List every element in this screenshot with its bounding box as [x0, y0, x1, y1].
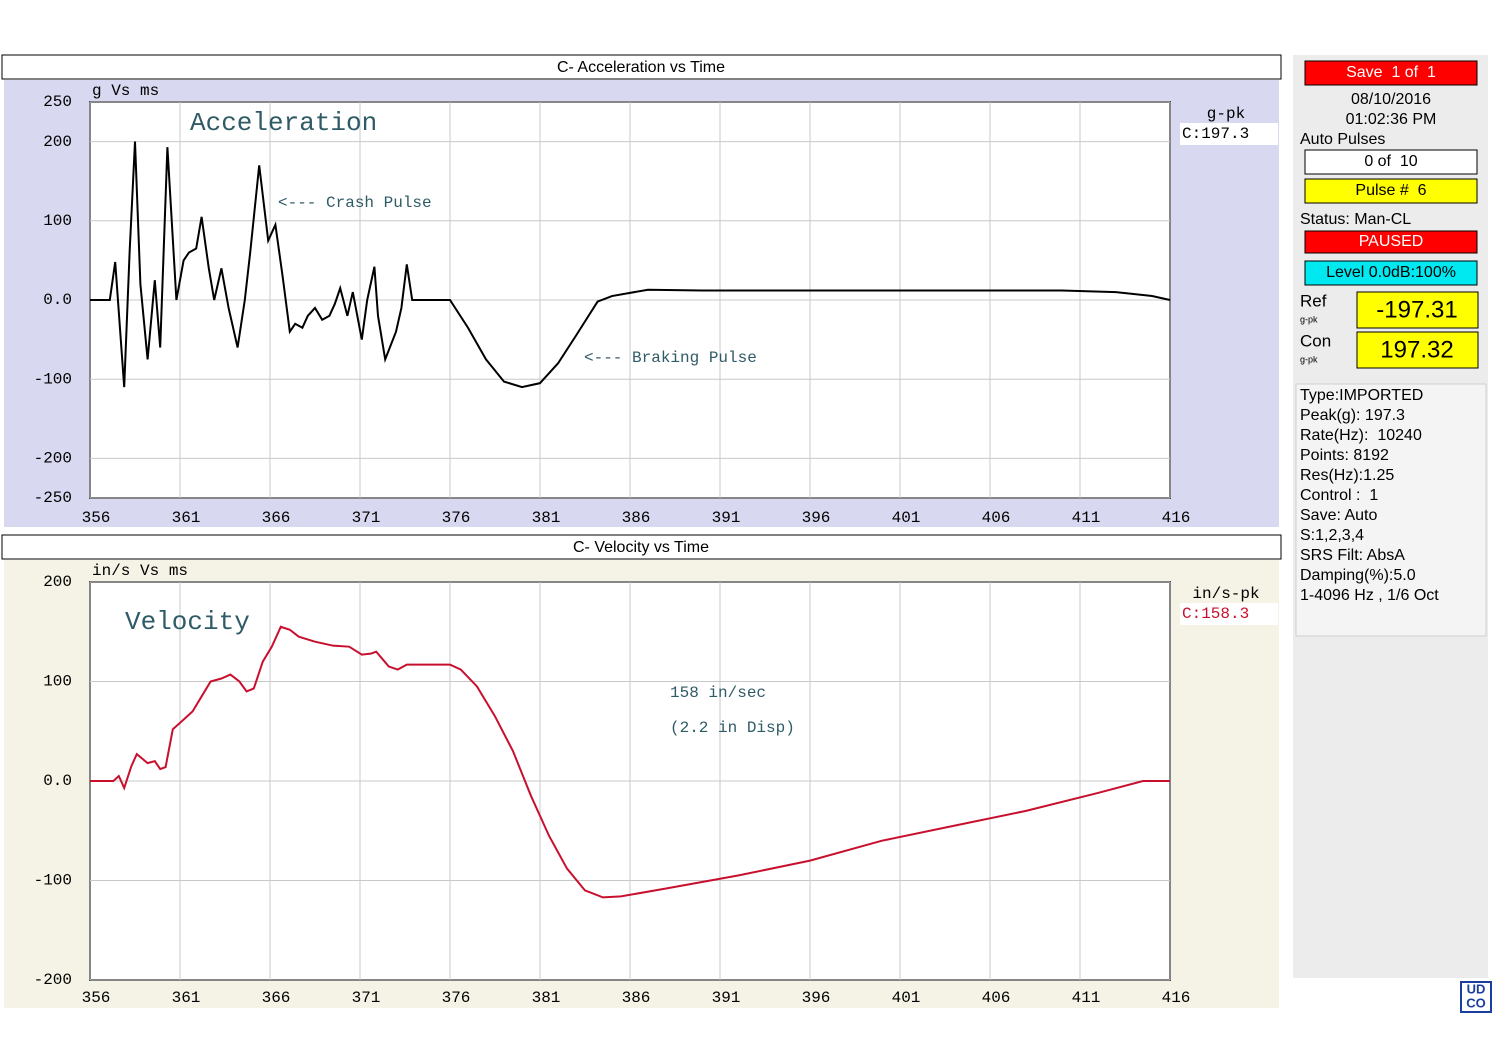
info-line: 1-4096 Hz , 1/6 Oct [1300, 587, 1439, 604]
save-text: Save 1 of 1 [1346, 64, 1436, 81]
con-value: 197.32 [1380, 336, 1453, 363]
x-tick-label: 361 [172, 509, 201, 527]
x-tick-label: 391 [712, 509, 741, 527]
readout-box [1180, 123, 1278, 145]
status: Status: Man-CL [1300, 211, 1411, 228]
x-tick-label: 376 [442, 989, 471, 1007]
y-tick-label: 250 [43, 93, 72, 111]
x-tick-label: 366 [262, 509, 291, 527]
ref-value: -197.31 [1376, 296, 1457, 323]
annotation: <--- Braking Pulse [584, 349, 757, 367]
info-line: Type:IMPORTED [1300, 387, 1423, 404]
y-tick-label: 0.0 [43, 772, 72, 790]
pulses-count: 0 of 10 [1364, 153, 1417, 170]
ref-unit: g-pk [1300, 314, 1318, 324]
chart-title: C- Acceleration vs Time [557, 59, 725, 76]
annotation: <--- Crash Pulse [278, 194, 432, 212]
ref-box [1356, 291, 1479, 329]
x-tick-label: 391 [712, 989, 741, 1007]
logo-top: UD [1467, 981, 1486, 996]
x-tick-label: 371 [352, 509, 381, 527]
auto-pulses: Auto Pulses [1300, 131, 1385, 148]
y-tick-label: -100 [34, 872, 72, 890]
data-line [90, 141, 1171, 389]
con-box [1356, 331, 1479, 369]
y-tick-label: 100 [43, 673, 72, 691]
x-tick-label: 416 [1162, 509, 1191, 527]
x-tick-label: 376 [442, 509, 471, 527]
readout-box [1180, 603, 1278, 625]
info-list: Type:IMPORTED Peak(g): 197.3 Rate(Hz): 102… [1300, 387, 1439, 604]
y-tick-label: 100 [43, 212, 72, 230]
info-line: Control : 1 [1300, 487, 1378, 504]
readout-value: C:197.3 [1182, 125, 1249, 143]
info-line: Points: 8192 [1300, 447, 1389, 464]
date: 08/10/2016 [1351, 91, 1431, 108]
readout-value: C:158.3 [1182, 605, 1249, 623]
x-tick-label: 356 [82, 509, 111, 527]
info-line: Save: Auto [1300, 507, 1377, 524]
y-tick-label: 200 [43, 573, 72, 591]
con-unit: g-pk [1300, 354, 1318, 364]
info-line: SRS Filt: AbsA [1300, 547, 1405, 564]
time: 01:02:36 PM [1346, 111, 1437, 128]
save-box[interactable] [1304, 60, 1478, 86]
info-line: S:1,2,3,4 [1300, 527, 1364, 544]
x-tick-label: 361 [172, 989, 201, 1007]
info-line: Damping(%):5.0 [1300, 567, 1416, 584]
annotation: 158 in/sec [670, 684, 766, 702]
x-tick-label: 381 [532, 509, 561, 527]
data-line [90, 625, 1170, 899]
level: Level 0.0dB:100% [1326, 264, 1456, 281]
x-tick-label: 371 [352, 989, 381, 1007]
x-tick-label: 386 [622, 509, 651, 527]
x-tick-label: 401 [892, 509, 921, 527]
pulses-box [1304, 149, 1478, 175]
x-tick-label: 366 [262, 989, 291, 1007]
annotation: Velocity [125, 607, 250, 637]
state: PAUSED [1359, 233, 1424, 250]
x-tick-label: 406 [982, 989, 1011, 1007]
level-box [1304, 260, 1478, 286]
x-tick-label: 401 [892, 989, 921, 1007]
y-tick-label: 200 [43, 133, 72, 151]
chart-title: C- Velocity vs Time [573, 539, 709, 556]
annotation: (2.2 in Disp) [670, 719, 795, 737]
unit-label: in/s Vs ms [92, 562, 188, 580]
pulse-number: Pulse # 6 [1355, 182, 1426, 199]
x-tick-label: 381 [532, 989, 561, 1007]
logo-bottom: CO [1466, 995, 1486, 1010]
x-tick-label: 396 [802, 989, 831, 1007]
con-label: Con [1300, 331, 1331, 350]
pulse-box [1304, 178, 1478, 204]
y-tick-label: -200 [34, 450, 72, 468]
info-box [1295, 383, 1487, 637]
annotation: Acceleration [190, 108, 377, 138]
x-tick-label: 411 [1072, 509, 1101, 527]
unit-label: g Vs ms [92, 82, 159, 100]
y-tick-label: -200 [34, 971, 72, 989]
info-line: Res(Hz):1.25 [1300, 467, 1394, 484]
state-box [1304, 230, 1478, 254]
x-tick-label: 416 [1162, 989, 1191, 1007]
x-tick-label: 411 [1072, 989, 1101, 1007]
info-line: Rate(Hz): 10240 [1300, 427, 1422, 444]
y-tick-label: 0.0 [43, 291, 72, 309]
info-line: Peak(g): 197.3 [1300, 407, 1405, 424]
ref-label: Ref [1300, 291, 1327, 310]
y-tick-label: -250 [34, 489, 72, 507]
x-tick-label: 396 [802, 509, 831, 527]
logo [1460, 981, 1492, 1013]
x-tick-label: 386 [622, 989, 651, 1007]
x-tick-label: 356 [82, 989, 111, 1007]
title-bar [1, 54, 1282, 80]
x-tick-label: 406 [982, 509, 1011, 527]
title-bar [1, 534, 1282, 560]
readout-label: g-pk [1207, 105, 1245, 123]
readout-label: in/s-pk [1192, 585, 1259, 603]
y-tick-label: -100 [34, 370, 72, 388]
